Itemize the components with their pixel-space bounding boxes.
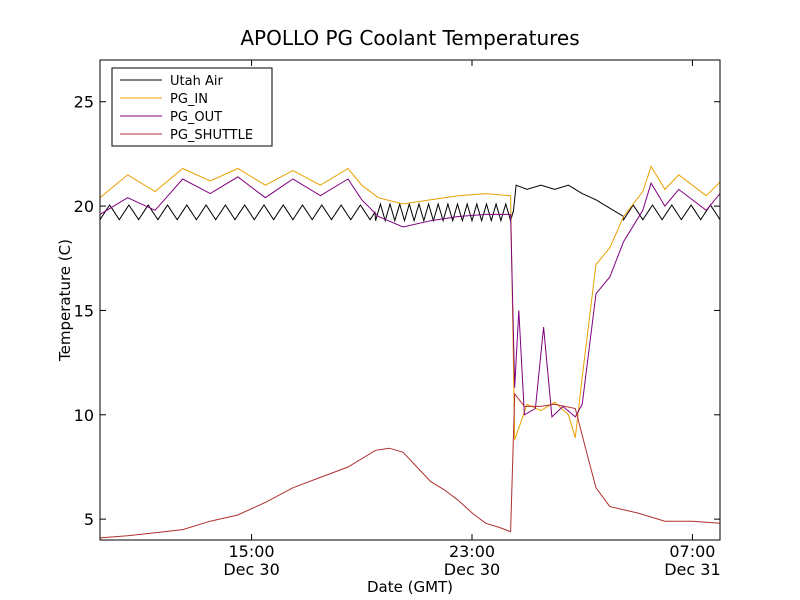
series-line-pg-out <box>100 176 720 418</box>
x-tick-label-time: 23:00 <box>449 542 495 561</box>
y-tick-label: 10 <box>74 406 94 425</box>
legend-label: PG_IN <box>170 92 208 107</box>
x-tick-label-time: 07:00 <box>669 542 715 561</box>
legend: Utah Air PG_IN PG_OUT PG_SHUTTLE <box>111 67 273 147</box>
legend-label: PG_OUT <box>170 110 222 125</box>
legend-label: PG_SHUTTLE <box>170 128 253 143</box>
x-axis-label: Date (GMT) <box>367 578 453 596</box>
x-tick-label-date: Dec 30 <box>444 560 500 579</box>
y-axis-label: Temperature (C) <box>56 239 74 362</box>
series-line-utah-air <box>100 184 720 223</box>
chart-title: APOLLO PG Coolant Temperatures <box>240 26 579 50</box>
x-tick-label-date: Dec 30 <box>223 560 279 579</box>
y-tick-label: 20 <box>74 197 94 216</box>
series-layer <box>100 165 720 539</box>
series-line-pg-shuttle <box>100 392 720 539</box>
y-axis-ticks: 5 10 15 20 25 <box>74 93 720 529</box>
x-tick-label-time: 15:00 <box>229 542 275 561</box>
series-line-pg-in <box>100 165 720 440</box>
legend-label: Utah Air <box>170 74 223 89</box>
y-tick-label: 25 <box>74 93 94 112</box>
x-tick-label-date: Dec 31 <box>664 560 720 579</box>
legend-box <box>111 67 273 147</box>
y-tick-label: 5 <box>84 510 94 529</box>
y-tick-label: 15 <box>74 301 94 320</box>
plot-frame <box>99 59 721 541</box>
